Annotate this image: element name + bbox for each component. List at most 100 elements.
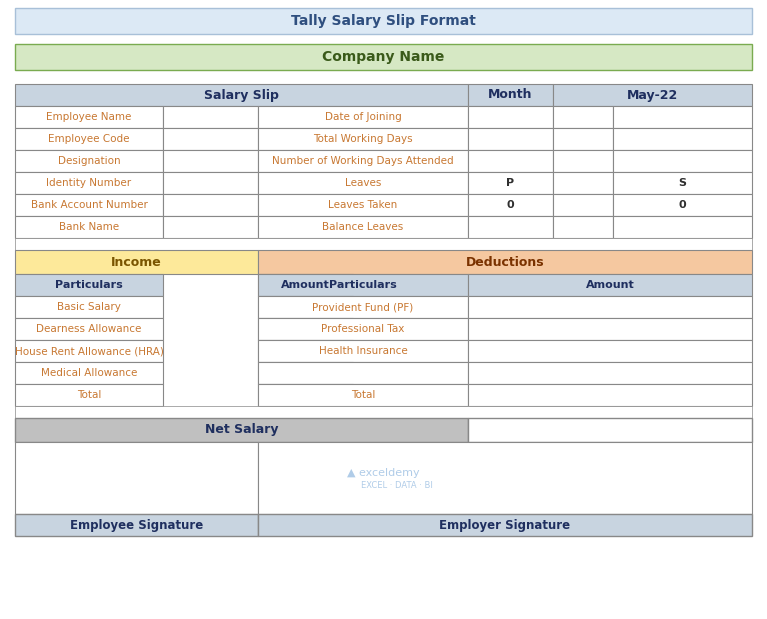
Bar <box>15 362 163 384</box>
Bar <box>553 106 613 128</box>
Bar <box>258 296 468 318</box>
Bar <box>613 172 752 194</box>
Text: Amount: Amount <box>586 280 634 290</box>
Text: S: S <box>679 178 686 188</box>
Bar <box>553 84 752 106</box>
Bar <box>258 216 468 238</box>
Bar <box>258 274 353 296</box>
Bar <box>613 128 752 150</box>
Bar <box>468 216 553 238</box>
Bar <box>258 106 468 128</box>
Bar <box>258 384 353 406</box>
Bar <box>15 172 163 194</box>
Bar <box>15 128 163 150</box>
Text: Employee Code: Employee Code <box>48 134 130 144</box>
Bar <box>613 216 752 238</box>
Bar <box>553 150 613 172</box>
Bar <box>553 216 613 238</box>
Bar <box>468 340 752 362</box>
Bar <box>15 318 163 340</box>
Text: 0: 0 <box>507 200 515 210</box>
Bar <box>15 250 258 274</box>
Bar <box>553 128 613 150</box>
Bar <box>258 362 353 384</box>
Bar <box>258 340 353 362</box>
Bar <box>163 150 258 172</box>
Bar <box>468 296 752 318</box>
Bar <box>258 362 468 384</box>
Bar <box>15 8 752 34</box>
Bar <box>15 150 163 172</box>
Text: Net Salary: Net Salary <box>205 423 278 436</box>
Text: Tally Salary Slip Format: Tally Salary Slip Format <box>291 14 476 28</box>
Bar <box>163 194 258 216</box>
Bar <box>15 44 752 70</box>
Text: Employee Name: Employee Name <box>46 112 132 122</box>
Bar <box>163 216 258 238</box>
Text: Employee Signature: Employee Signature <box>70 519 203 532</box>
Bar <box>468 172 553 194</box>
Text: Month: Month <box>489 89 533 102</box>
Text: Income: Income <box>111 256 162 269</box>
Bar <box>15 106 163 128</box>
Bar <box>468 418 752 442</box>
Text: Medical Allowance: Medical Allowance <box>41 368 137 378</box>
Bar <box>15 194 163 216</box>
Text: Provident Fund (PF): Provident Fund (PF) <box>312 302 413 312</box>
Text: 0: 0 <box>679 200 686 210</box>
Text: Balance Leaves: Balance Leaves <box>322 222 403 232</box>
Bar <box>258 250 752 274</box>
Text: ▲ exceldemy: ▲ exceldemy <box>347 468 420 478</box>
Bar <box>258 128 468 150</box>
Bar <box>15 514 258 536</box>
Bar <box>15 216 163 238</box>
Bar <box>15 406 752 418</box>
Bar <box>553 194 613 216</box>
Bar <box>258 318 353 340</box>
Bar <box>258 274 468 296</box>
Text: Designation: Designation <box>58 156 120 166</box>
Text: Salary Slip: Salary Slip <box>204 89 279 102</box>
Text: House Rent Allowance (HRA): House Rent Allowance (HRA) <box>15 346 163 356</box>
Bar <box>468 106 553 128</box>
Bar <box>15 418 468 442</box>
Bar <box>468 194 553 216</box>
Bar <box>258 296 353 318</box>
Bar <box>15 238 752 250</box>
Text: Leaves: Leaves <box>345 178 381 188</box>
Bar <box>15 340 163 362</box>
Text: Dearness Allowance: Dearness Allowance <box>36 324 142 334</box>
Bar <box>553 172 613 194</box>
Text: Deductions: Deductions <box>466 256 545 269</box>
Bar <box>258 194 468 216</box>
Bar <box>613 106 752 128</box>
Bar <box>15 442 258 514</box>
Text: Total Working Days: Total Working Days <box>313 134 413 144</box>
Text: Particulars: Particulars <box>329 280 397 290</box>
Bar <box>163 172 258 194</box>
Text: Particulars: Particulars <box>55 280 123 290</box>
Text: Amount: Amount <box>281 280 330 290</box>
Bar <box>258 150 468 172</box>
Bar <box>258 172 468 194</box>
Text: Professional Tax: Professional Tax <box>321 324 405 334</box>
Bar <box>468 274 752 296</box>
Text: Identity Number: Identity Number <box>47 178 132 188</box>
Bar <box>15 84 468 106</box>
Bar <box>163 128 258 150</box>
Text: Health Insurance: Health Insurance <box>318 346 407 356</box>
Bar <box>163 106 258 128</box>
Text: EXCEL · DATA · BI: EXCEL · DATA · BI <box>361 480 433 490</box>
Bar <box>15 274 163 296</box>
Text: May-22: May-22 <box>627 89 678 102</box>
Text: Bank Name: Bank Name <box>59 222 119 232</box>
Bar <box>258 442 752 514</box>
Text: Total: Total <box>351 390 375 400</box>
Text: Date of Joining: Date of Joining <box>324 112 401 122</box>
Text: Employer Signature: Employer Signature <box>439 519 571 532</box>
Text: P: P <box>506 178 515 188</box>
Bar <box>468 384 752 406</box>
Bar <box>468 362 752 384</box>
Text: Leaves Taken: Leaves Taken <box>328 200 397 210</box>
Text: Number of Working Days Attended: Number of Working Days Attended <box>272 156 454 166</box>
